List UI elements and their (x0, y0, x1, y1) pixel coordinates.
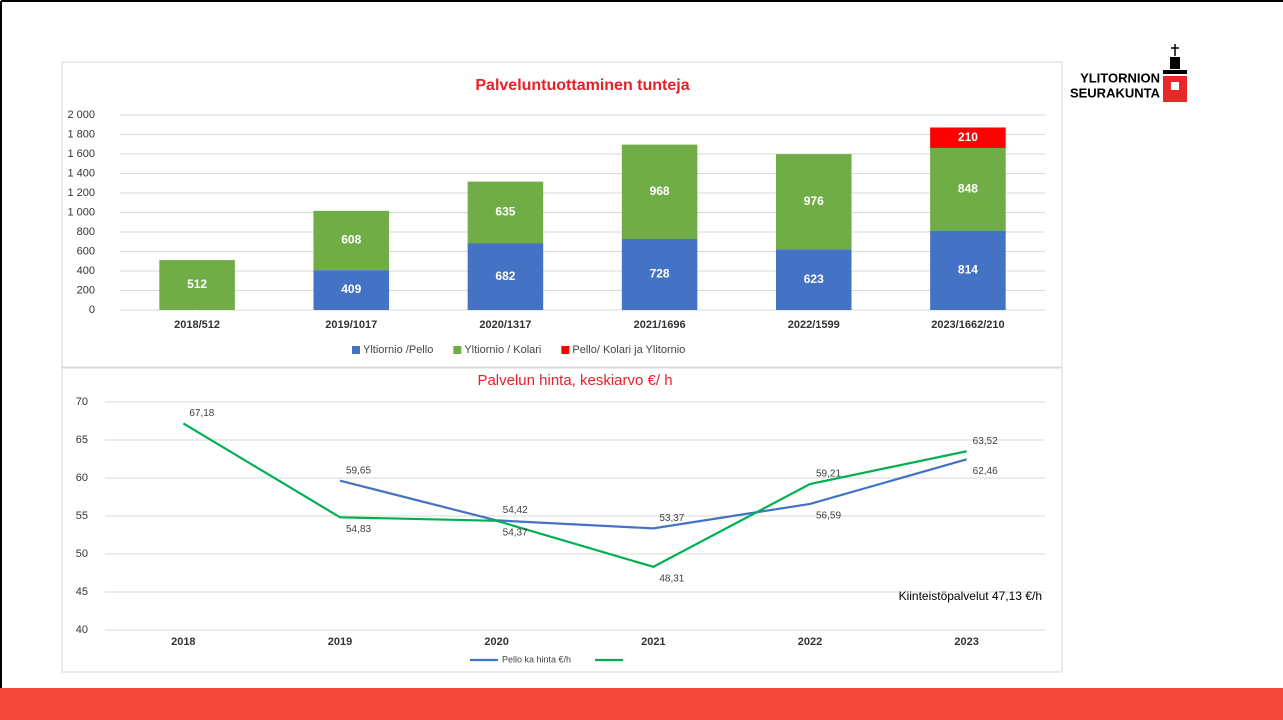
x-tick-label: 2021/1696 (634, 319, 686, 331)
logo-window (1171, 82, 1179, 90)
bar-segment (313, 210, 390, 271)
data-label: 62,46 (973, 466, 998, 477)
annotation: Kiinteistöpalvelut 47,13 €/h (899, 589, 1042, 603)
y-tick-label: 2 000 (67, 109, 95, 121)
x-tick-label: 2023/1662/210 (931, 319, 1004, 331)
x-tick-label: 2021 (641, 636, 665, 648)
chart-title: Palvelun hinta, keskiarvo €/ h (477, 372, 672, 389)
chart-panel (61, 61, 1063, 368)
legend-swatch (561, 346, 570, 354)
y-tick-label: 55 (76, 510, 88, 522)
bar-segment (467, 243, 544, 310)
data-label: 409 (341, 282, 361, 296)
y-tick-label: 65 (76, 434, 88, 446)
y-tick-label: 0 (89, 304, 95, 316)
logo-text: YLITORNION (1080, 70, 1160, 85)
y-tick-label: 40 (76, 624, 88, 636)
data-label: 968 (650, 184, 670, 198)
bar-segment (313, 270, 390, 310)
x-tick-label: 2022 (798, 636, 822, 648)
data-label: 814 (958, 262, 978, 276)
data-label: 48,31 (659, 573, 684, 584)
y-tick-label: 800 (77, 226, 95, 238)
legend-label: Pello ka hinta €/h (502, 654, 571, 664)
y-tick-label: 1 400 (67, 167, 95, 179)
logo: YLITORNION SEURAKUNTA (1070, 44, 1187, 102)
data-label: 63,52 (973, 436, 998, 447)
legend-label: Yltiornio / Kolari (464, 344, 541, 356)
x-tick-label: 2020/1317 (479, 319, 531, 331)
data-label: 608 (341, 233, 361, 247)
logo-text: SEURAKUNTA (1070, 85, 1161, 100)
x-tick-label: 2020 (484, 636, 508, 648)
x-tick-label: 2019/1017 (325, 319, 377, 331)
data-label: 848 (958, 181, 978, 195)
data-label: 210 (958, 130, 978, 144)
data-label: 512 (187, 277, 207, 291)
data-label: 976 (804, 194, 824, 208)
x-tick-label: 2019 (328, 636, 352, 648)
line-series (182, 422, 967, 569)
data-label: 682 (495, 269, 515, 283)
data-label: 56,59 (816, 511, 841, 522)
legend-swatch (352, 346, 360, 354)
bar-segment (775, 249, 852, 310)
y-tick-label: 400 (77, 265, 95, 277)
data-label: 623 (804, 272, 824, 286)
data-label: 54,83 (346, 524, 371, 535)
logo-tower (1170, 57, 1180, 69)
y-tick-label: 1 000 (67, 206, 95, 218)
data-label: 59,65 (346, 465, 371, 476)
legend-swatch (453, 346, 462, 354)
data-label: 53,37 (659, 513, 684, 524)
data-label: 54,42 (503, 505, 528, 516)
chart-title: Palveluntuottaminen tunteja (475, 77, 689, 94)
bar-segment (621, 239, 698, 310)
x-tick-label: 2023 (954, 636, 978, 648)
footer-bar (0, 688, 1283, 720)
x-tick-label: 2022/1599 (788, 319, 840, 331)
bar-segment (775, 154, 852, 250)
bar-segment (159, 260, 235, 310)
data-label: 635 (495, 205, 515, 219)
line-series (339, 458, 967, 530)
y-tick-label: 600 (77, 245, 95, 257)
bar-segment (930, 127, 1006, 148)
y-tick-label: 70 (76, 396, 88, 408)
bar-segment (621, 144, 698, 240)
bar-segment (467, 181, 544, 244)
y-tick-label: 200 (77, 284, 95, 296)
legend-label: Yltiornio /Pello (363, 344, 433, 356)
y-tick-label: 60 (76, 472, 88, 484)
data-label: 67,18 (189, 408, 214, 419)
logo-roof (1163, 70, 1187, 74)
y-tick-label: 1 800 (67, 128, 95, 140)
y-tick-label: 50 (76, 548, 88, 560)
y-tick-label: 45 (76, 586, 88, 598)
bar-segment (930, 147, 1006, 231)
x-tick-label: 2018 (171, 636, 195, 648)
legend-label: Pello/ Kolari ja Ylitornio (572, 344, 685, 356)
data-label: 59,21 (816, 469, 841, 480)
bar-segment (930, 230, 1006, 310)
x-tick-label: 2018/512 (174, 319, 220, 331)
chart-panel (61, 367, 1063, 673)
y-tick-label: 1 200 (67, 187, 95, 199)
data-label: 54,37 (503, 527, 528, 538)
data-label: 728 (650, 267, 670, 281)
y-tick-label: 1 600 (67, 148, 95, 160)
